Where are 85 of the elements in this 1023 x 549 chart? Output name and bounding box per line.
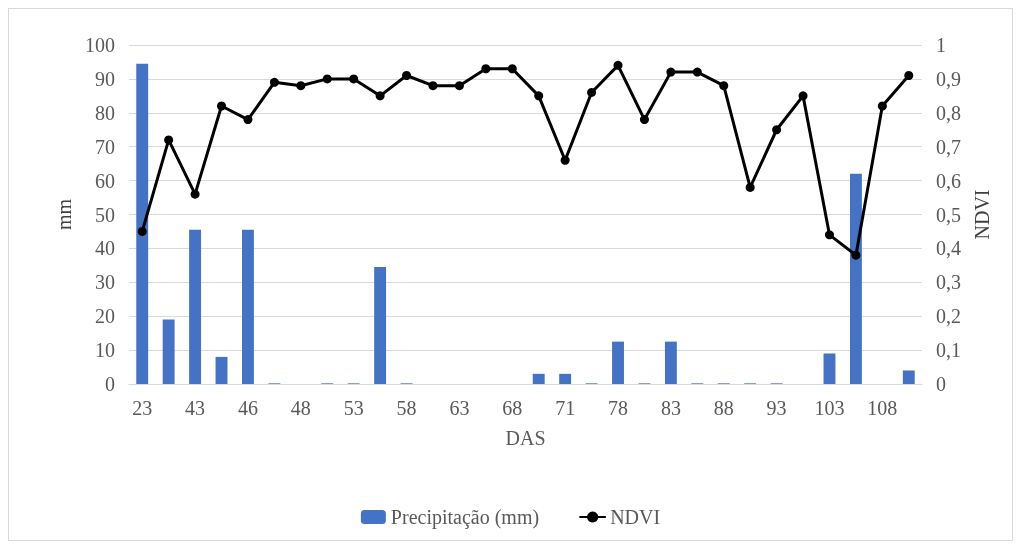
y-tick-label: 50 <box>95 203 115 226</box>
x-tick-label: 103 <box>814 397 845 419</box>
point <box>719 81 729 91</box>
y2-axis-title: NDVI <box>970 189 993 240</box>
x-tick-label: 68 <box>502 397 523 419</box>
point <box>613 60 623 70</box>
y2-tick-label: 0,3 <box>936 271 961 294</box>
x-tick-label: 23 <box>132 397 153 419</box>
bar <box>532 373 545 384</box>
legend-label: Precipitação (mm) <box>390 506 540 529</box>
point <box>798 91 808 101</box>
bar <box>374 267 387 384</box>
y-axis-title: mm <box>53 198 76 231</box>
point <box>824 230 834 240</box>
point <box>666 67 676 77</box>
y2-tick-label: 0,9 <box>936 67 961 90</box>
point <box>534 91 544 101</box>
point <box>349 74 359 84</box>
bar <box>189 229 202 384</box>
bar <box>215 356 228 384</box>
point <box>587 87 597 97</box>
x-tick-label: 78 <box>608 397 629 419</box>
point <box>164 135 174 145</box>
x-tick-label: 88 <box>713 397 734 419</box>
point <box>322 74 332 84</box>
y2-tick-label: 0,6 <box>936 169 961 192</box>
y-tick-label: 80 <box>95 101 115 124</box>
point <box>375 91 385 101</box>
point <box>692 67 702 77</box>
y-tick-label: 0 <box>105 373 115 395</box>
point <box>269 77 279 87</box>
y2-tick-label: 0,5 <box>936 203 961 226</box>
x-tick-label: 108 <box>867 397 898 419</box>
bar <box>162 319 175 384</box>
point <box>428 81 438 91</box>
x-tick-label: 93 <box>766 397 787 419</box>
bar <box>849 173 862 384</box>
y-tick-label: 100 <box>85 34 115 56</box>
x-tick-label: 63 <box>449 397 470 419</box>
point <box>745 182 755 192</box>
y2-tick-label: 0,1 <box>936 339 961 362</box>
point <box>454 81 464 91</box>
bar <box>559 373 572 384</box>
point <box>904 71 914 81</box>
point <box>296 81 306 91</box>
y-tick-label: 60 <box>95 169 115 192</box>
y-tick-label: 10 <box>95 339 115 362</box>
point <box>137 226 147 236</box>
bar <box>902 370 915 384</box>
y2-tick-label: 0 <box>936 373 946 395</box>
y2-tick-label: 1 <box>936 34 946 56</box>
point <box>243 115 253 125</box>
point <box>217 101 227 111</box>
bar <box>664 341 677 384</box>
y2-tick-label: 0,4 <box>936 237 961 260</box>
x-axis-title: DAS <box>505 427 546 449</box>
x-tick-label: 48 <box>290 397 311 419</box>
x-tick-label: 58 <box>396 397 417 419</box>
point <box>851 250 861 260</box>
point <box>639 115 649 125</box>
legend-label: NDVI <box>610 506 661 528</box>
point <box>481 64 491 74</box>
y-tick-label: 30 <box>95 271 115 294</box>
bar <box>136 63 149 384</box>
point <box>190 189 200 199</box>
x-tick-label: 83 <box>660 397 681 419</box>
x-tick-label: 43 <box>185 397 206 419</box>
bar <box>612 341 624 384</box>
y2-tick-label: 0,7 <box>936 135 961 158</box>
x-tick-label: 71 <box>555 397 576 419</box>
y-tick-label: 20 <box>95 305 115 328</box>
point <box>402 71 412 81</box>
point <box>560 155 570 165</box>
y2-tick-label: 0,8 <box>936 101 961 124</box>
y-tick-label: 40 <box>95 237 115 260</box>
x-tick-label: 46 <box>237 397 258 419</box>
bar <box>823 353 836 384</box>
point <box>772 125 782 135</box>
bar <box>242 229 254 384</box>
y-tick-label: 90 <box>95 67 115 90</box>
y2-tick-label: 0,2 <box>936 305 961 328</box>
point <box>877 101 887 111</box>
y-tick-label: 70 <box>95 135 115 158</box>
x-tick-label: 53 <box>343 397 364 419</box>
point <box>507 64 517 74</box>
